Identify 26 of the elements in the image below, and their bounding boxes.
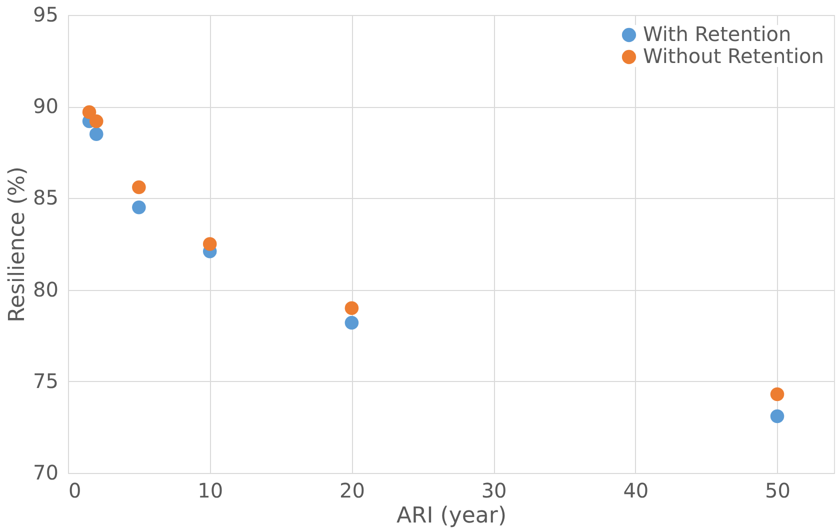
- y-axis-title: Resilience (%): [5, 166, 30, 322]
- x-tick-label: 30: [481, 478, 507, 502]
- point: [770, 409, 784, 424]
- point: [344, 316, 359, 330]
- y-tick-label: 75: [33, 368, 58, 393]
- point: [89, 127, 104, 141]
- x-tick-label: 20: [339, 478, 365, 502]
- point: [82, 105, 96, 119]
- x-tick-label: 40: [623, 478, 649, 502]
- y-tick-label: 80: [33, 277, 58, 302]
- point: [770, 387, 784, 402]
- x-axis-title: ARI (year): [396, 504, 507, 528]
- y-tick-label: 90: [33, 94, 58, 118]
- legend-label: Without Retention: [643, 44, 824, 68]
- point: [344, 301, 359, 315]
- y-tick-label: 95: [33, 2, 58, 26]
- point: [89, 114, 104, 128]
- x-tick-label: 50: [765, 478, 790, 502]
- legend-label: With Retention: [643, 22, 792, 46]
- point: [132, 180, 146, 194]
- y-tick-label: 70: [33, 460, 58, 484]
- y-tick-label: 85: [33, 186, 58, 210]
- x-tick-label: 10: [198, 478, 224, 502]
- point: [132, 200, 146, 214]
- x-tick-label: 0: [68, 478, 82, 502]
- point: [202, 237, 217, 251]
